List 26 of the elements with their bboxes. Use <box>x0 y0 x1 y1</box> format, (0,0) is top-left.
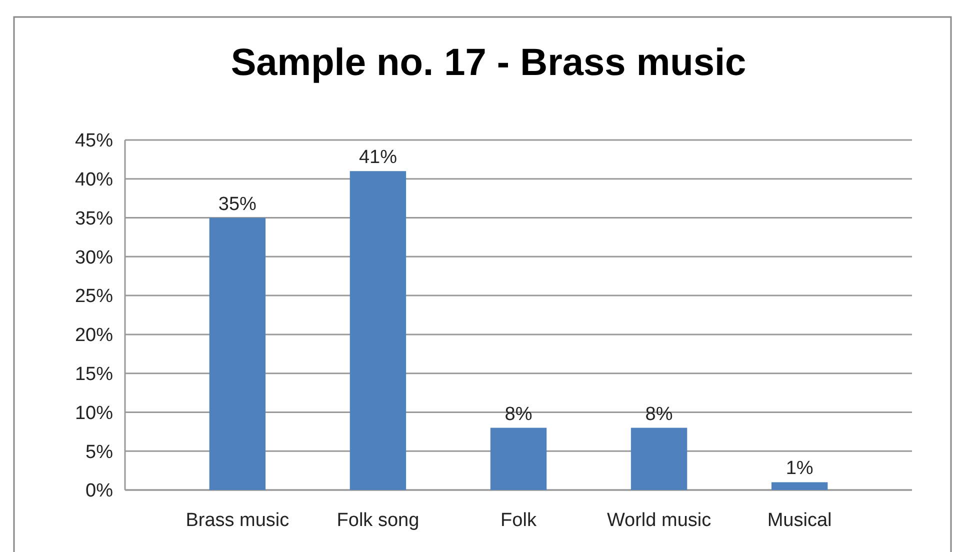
x-tick-label: Brass music <box>186 510 290 531</box>
x-tick-label: Folk <box>500 510 537 531</box>
x-tick-label: World music <box>606 510 712 531</box>
data-label: 35% <box>218 194 257 215</box>
data-label: 41% <box>358 147 398 168</box>
y-tick-label: 5% <box>86 442 114 463</box>
y-tick-label: 20% <box>74 325 114 346</box>
bar <box>771 482 828 490</box>
chart-title: Sample no. 17 - Brass music <box>230 42 746 84</box>
data-label: 1% <box>786 458 814 480</box>
y-tick-label: 40% <box>74 170 114 191</box>
y-tick-label: 25% <box>74 286 114 308</box>
y-tick-label: 10% <box>74 402 114 424</box>
data-label: 8% <box>645 404 673 425</box>
y-tick-label: 30% <box>74 247 114 268</box>
y-tick-label: 35% <box>74 208 114 230</box>
bar <box>630 428 688 490</box>
y-tick-label: 0% <box>86 480 114 502</box>
x-tick-label: Musical <box>767 510 832 531</box>
bar <box>350 171 406 490</box>
x-tick-label: Folk song <box>336 510 420 531</box>
y-tick-label: 45% <box>74 130 114 152</box>
bar <box>490 428 547 490</box>
y-tick-label: 15% <box>74 364 114 385</box>
bar <box>209 218 266 490</box>
data-label: 8% <box>504 404 532 425</box>
